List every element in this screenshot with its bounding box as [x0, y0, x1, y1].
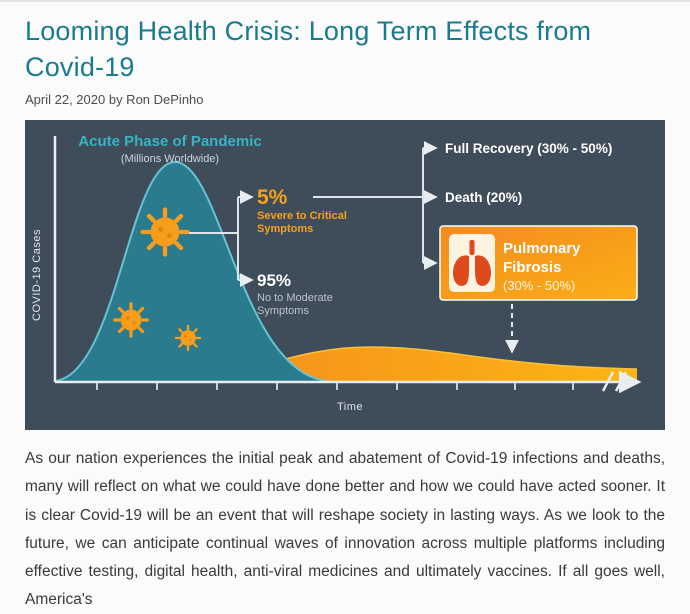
virus-icon [113, 302, 149, 339]
severe-percent-label: 5% [257, 186, 288, 209]
byline: April 22, 2020 by Ron DePinho [25, 92, 204, 108]
teal-curve-edge [54, 161, 328, 383]
fibrosis-range: (30% - 50%) [503, 278, 575, 293]
page-title: Looming Health Crisis: Long Term Effects… [25, 16, 592, 82]
axis-break-marks [601, 371, 628, 392]
symptom-bracket-lines [189, 190, 254, 288]
outcome-branch-lines [313, 141, 438, 271]
moderate-label-line2: Symptoms [257, 305, 309, 317]
y-axis-label: COVID-19 Cases [31, 229, 43, 321]
virus-icon [174, 324, 202, 352]
virus-icon [143, 210, 188, 255]
lungs-icon [449, 234, 495, 293]
death-label: Death (20%) [445, 190, 522, 205]
infographic-title: Acute Phase of Pandemic [78, 133, 261, 150]
x-axis-label: Time [337, 401, 363, 413]
severe-label-line1: Severe to Critical [257, 210, 347, 222]
fibrosis-title-line1: Pulmonary [503, 240, 581, 257]
infographic-subtitle: (Millions Worldwide) [121, 153, 219, 165]
moderate-label-line1: No to Moderate [257, 292, 333, 304]
fibrosis-title-line2: Fibrosis [503, 259, 561, 276]
infographic-svg: 5% Severe to Critical Symptoms 95% No to… [25, 120, 665, 431]
full-recovery-label: Full Recovery (30% - 50%) [445, 141, 612, 156]
x-axis-ticks [96, 383, 574, 391]
infographic-image: 5% Severe to Critical Symptoms 95% No to… [25, 120, 665, 431]
article-paragraph: As our nation experiences the initial pe… [25, 450, 665, 609]
moderate-percent-label: 95% [257, 271, 291, 290]
severe-label-line2: Symptoms [257, 223, 313, 235]
